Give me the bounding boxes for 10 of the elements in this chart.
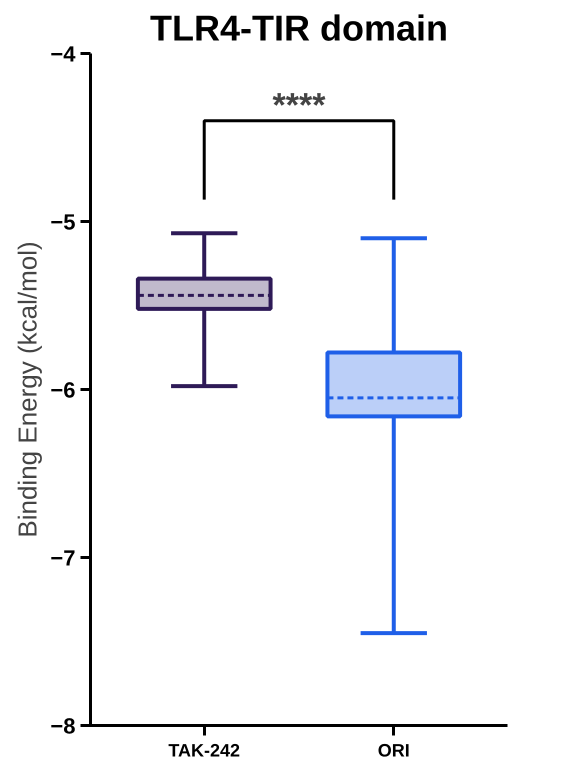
y-tick-label: −4 [50,42,76,66]
y-tick-label: −8 [50,714,76,738]
y-axis-title: Binding Energy (kcal/mol) [12,241,42,538]
y-tick-label: −5 [50,210,76,234]
y-tick-label: −6 [50,378,76,402]
x-tick-label: ORI [378,740,410,760]
x-tick-label: TAK-242 [168,740,240,760]
y-tick-label: −7 [50,546,76,570]
chart-title: TLR4-TIR domain [150,8,448,48]
annotation: **** [272,86,326,125]
